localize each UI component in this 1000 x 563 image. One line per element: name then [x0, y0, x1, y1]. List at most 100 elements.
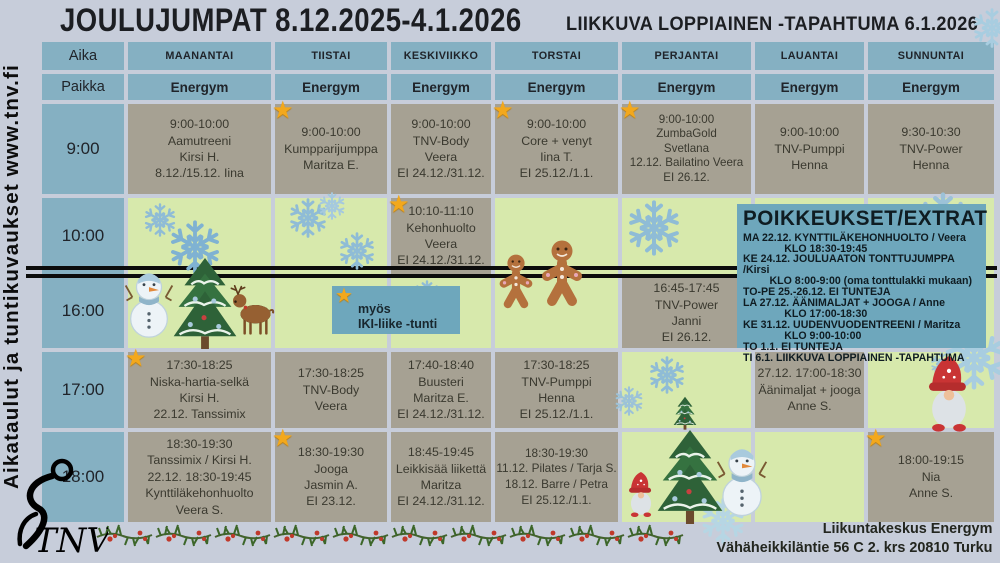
star-icon: ★	[619, 97, 641, 124]
class-text: 9:00-10:00 TNV-Body Veera EI 24.12./31.1…	[397, 117, 485, 181]
exception-line: TO 1.1. EI TUNTEJA	[743, 340, 843, 353]
class-text: 18:30-19:30 Jooga Jasmin A. EI 23.12.	[297, 445, 365, 509]
class-text: 18:30-19:30 Tanssimix / Kirsi H. 22.12. …	[145, 437, 254, 517]
footer-venue-name: Liikuntakeskus Energym	[822, 520, 992, 537]
class-text: 18:30-19:30 11.12. Pilates / Tarja S. 18…	[496, 445, 617, 507]
star-icon: ★	[125, 345, 147, 372]
class-text: 17:30-18:25 TNV-Body Veera	[297, 366, 365, 414]
venue-cell: Energym	[495, 74, 618, 100]
col-header-tiistai: TIISTAI	[275, 42, 387, 70]
time-label-1600: 16:00	[61, 300, 105, 320]
exception-line: KE 31.12. UUDENVUODENTREENI / Maritza	[743, 318, 961, 331]
class-cell-sat-1700: 27.12. 17:00-18:30 Äänimaljat + jooga An…	[755, 352, 864, 428]
footer-address: Vähäheikkiläntie 56 C 2. krs 20810 Turku	[716, 538, 992, 556]
garland-illustration	[96, 524, 684, 547]
exception-line: KE 24.12. JOULUAATON TONTTUJUMPPA /Kirsi	[743, 253, 958, 277]
class-text: 18:00-19:15 Nia Anne S.	[897, 453, 965, 501]
class-text: 18:45-19:45 Leikkisää liikettä Maritza E…	[395, 445, 487, 509]
exception-line: MA 22.12. KYNTTILÄKEHONHUOLTO / Veera	[743, 231, 966, 244]
class-cell-wed-900: 9:00-10:00 TNV-Body Veera EI 24.12./31.1…	[391, 104, 491, 194]
reindeer-illustration	[228, 284, 278, 336]
snowflake-icon	[338, 232, 376, 270]
class-cell-wed-1800: 18:45-19:45 Leikkisää liikettä Maritza E…	[391, 432, 491, 522]
class-text: 9:00-10:00 Core + venyt Iina T. EI 25.12…	[519, 117, 594, 181]
star-icon: ★	[272, 97, 294, 124]
time-label-1000: 10:00	[61, 225, 105, 245]
class-text: 17:30-18:25 Niska-hartia-selkä Kirsi H. …	[149, 358, 250, 422]
snowflake-icon	[614, 386, 644, 416]
exception-line: TI 6.1. LIIKKUVA LOPPIAINEN -TAPAHTUMA	[743, 351, 965, 364]
exception-line: LA 27.12. ÄÄNIMALJAT + JOOGA / Anne	[743, 297, 945, 310]
snowflake-icon	[626, 200, 682, 256]
page-subtitle: LIIKKUVA LOPPIAINEN -TAPAHTUMA 6.1.2026	[566, 13, 979, 35]
tnv-logo: TNV	[17, 458, 108, 560]
class-cell-sun-900: 9:30-10:30 TNV-Power Henna	[868, 104, 994, 194]
exceptions-box: POIKKEUKSET/EXTRAT MA 22.12. KYNTTILÄKEH…	[737, 204, 988, 363]
exception-line: KLO 8:00-9:00 (oma tonttulakki mukaan)	[743, 275, 973, 288]
venue-cell: Energym	[275, 74, 387, 100]
class-text: 9:00-10:00 ZumbaGold Svetlana 12.12. Bai…	[629, 112, 744, 184]
timetable-grid: Aika MAANANTAI TIISTAI KESKIVIIKKO TORST…	[42, 42, 994, 522]
class-cell-thu-1700: 17:30-18:25 TNV-Pumppi Henna EI 25.12./1…	[495, 352, 618, 428]
class-cell-sun-1800: ★ 18:00-19:15 Nia Anne S.	[865, 427, 994, 522]
star-icon: ★	[492, 97, 514, 124]
tnv-logo-text: TNV	[34, 521, 108, 560]
gingerbread-illustration	[498, 246, 534, 318]
col-header-sunnuntai: SUNNUNTAI	[868, 42, 994, 70]
time-label-900: 9:00	[42, 104, 124, 194]
gingerbread-illustration	[540, 232, 584, 316]
venue-cell: Energym	[128, 74, 271, 100]
class-text: 17:40-18:40 Buusteri Maritza E. EI 24.12…	[397, 358, 485, 422]
footer-address-block: Liikuntakeskus Energym Vähäheikkiläntie …	[716, 520, 992, 558]
star-icon: ★	[388, 191, 410, 218]
class-cell-sat-900: 9:00-10:00 TNV-Pumppi Henna	[755, 104, 864, 194]
col-header-lauantai: LAUANTAI	[755, 42, 864, 70]
page-title: JOULUJUMPAT 8.12.2025-4.1.2026	[60, 2, 522, 38]
exception-line: TO-PE 25.-26.12. EI TUNTEJA	[743, 286, 891, 299]
star-icon: ★	[335, 285, 353, 307]
class-cell-thu-900: ★ 9:00-10:00 Core + venyt Iina T. EI 25.1…	[492, 99, 618, 194]
exception-line: KLO 18:30-19:45	[743, 242, 868, 255]
iki-liike-badge: ★ myös IKI-liike -tunti	[332, 285, 460, 335]
class-cell-mon-1800: 18:30-19:30 Tanssimix / Kirsi H. 22.12. …	[128, 432, 271, 522]
snowflake-icon	[972, 8, 1000, 48]
time-label-1800: 18:00	[42, 432, 124, 522]
exception-line: KLO 17:00-18:30	[743, 307, 868, 320]
badge-text: myös IKI-liike -tunti	[358, 302, 438, 331]
snowman-illustration	[716, 436, 768, 524]
col-header-perjantai: PERJANTAI	[622, 42, 751, 70]
class-cell-wed-1000: ★ 10:10-11:10 Kehonhuolto Veera EI 24.12.…	[388, 193, 491, 274]
class-text: 10:10-11:10 Kehonhuolto Veera EI 24.12./…	[397, 204, 485, 268]
class-text: 27.12. 17:00-18:30 Äänimaljat + jooga An…	[757, 366, 862, 414]
class-cell-mon-1700: ★ 17:30-18:25 Niska-hartia-selkä Kirsi H.…	[125, 347, 271, 428]
star-icon: ★	[865, 425, 887, 452]
class-text: 9:30-10:30 TNV-Power Henna	[899, 125, 963, 173]
class-cell-fri-1600: 16:45-17:45 TNV-Power Janni EI 26.12.	[622, 278, 751, 348]
gnome-illustration	[920, 354, 978, 432]
class-cell-tue-1700: 17:30-18:25 TNV-Body Veera	[275, 352, 387, 428]
class-text: 16:45-17:45 TNV-Power Janni EI 26.12.	[653, 281, 720, 345]
venue-cell: Energym	[391, 74, 491, 100]
snowflake-icon	[648, 356, 686, 394]
snowman-illustration	[124, 266, 174, 340]
row-header-paikka: Paikka	[42, 74, 124, 100]
class-cell-wed-1700: 17:40-18:40 Buusteri Maritza E. EI 24.12…	[391, 352, 491, 428]
class-cell-mon-900: 9:00-10:00 Aamutreeni Kirsi H. 8.12./15.…	[128, 104, 271, 194]
empty-cell-sat-1800	[755, 432, 864, 522]
class-cell-fri-900: ★ 9:00-10:00 ZumbaGold Svetlana 12.12. Ba…	[619, 99, 751, 194]
class-text: 9:00-10:00 Kumpparijumppa Maritza E.	[284, 125, 378, 173]
venue-cell: Energym	[868, 74, 994, 100]
col-header-keskiviikko: KESKIVIIKKO	[391, 42, 491, 70]
time-label-1700: 17:00	[42, 352, 124, 428]
class-cell-tue-1800: ★ 18:30-19:30 Jooga Jasmin A. EI 23.12.	[272, 427, 387, 522]
exception-line: KLO 9:00-10:00	[743, 329, 862, 342]
class-cell-thu-1800: 18:30-19:30 11.12. Pilates / Tarja S. 18…	[495, 432, 618, 522]
col-header-maanantai: MAANANTAI	[128, 42, 271, 70]
snowflake-icon	[318, 192, 346, 220]
exceptions-title: POIKKEUKSET/EXTRAT	[743, 206, 988, 230]
small-tree-illustration	[668, 396, 702, 430]
col-header-aika: Aika	[42, 42, 124, 70]
venue-cell: Energym	[755, 74, 864, 100]
star-icon: ★	[272, 425, 294, 452]
